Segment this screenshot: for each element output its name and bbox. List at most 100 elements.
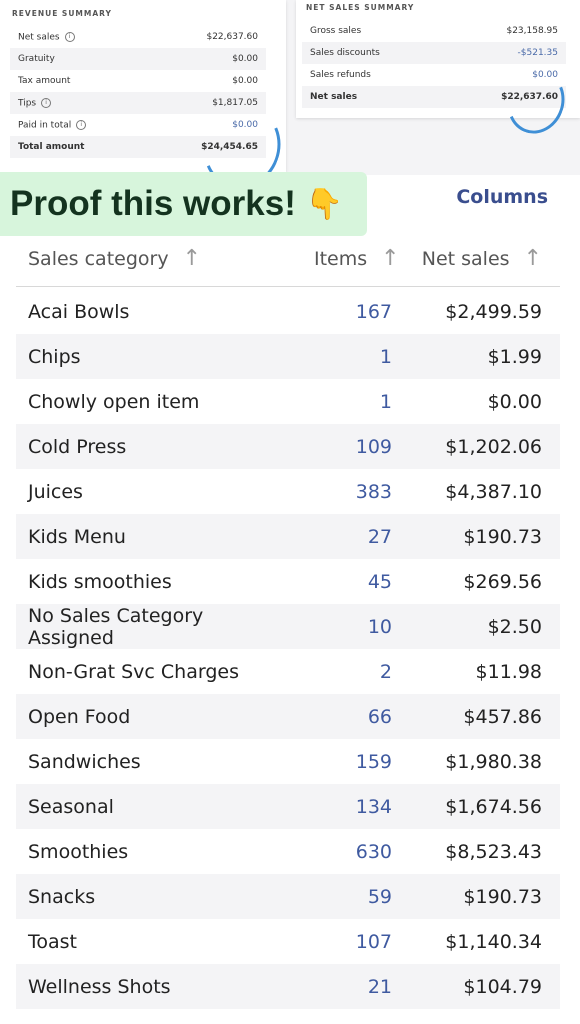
row-value: $0.00 — [232, 54, 258, 64]
row-label: Total amount — [18, 142, 85, 152]
table-row[interactable]: Snacks 59 $190.73 — [16, 874, 560, 919]
cell-items: 383 — [355, 480, 392, 503]
row-label: Gratuity — [18, 54, 55, 64]
header-net-sales[interactable]: Net sales ↑ — [422, 246, 542, 271]
info-icon[interactable]: i — [41, 97, 52, 108]
net-row-net-sales: Net sales $22,637.60 — [302, 86, 566, 108]
cell-net-sales: $269.56 — [463, 570, 542, 593]
table-row[interactable]: No Sales Category Assigned 10 $2.50 — [16, 604, 560, 649]
cell-items: 134 — [355, 795, 392, 818]
cell-items: 1 — [379, 345, 392, 368]
cell-net-sales: $104.79 — [463, 975, 542, 998]
cell-net-sales: $1.99 — [487, 345, 542, 368]
header-items[interactable]: Items ↑ — [314, 246, 400, 271]
revenue-row-tips: Tips i $1,817.05 — [10, 92, 266, 114]
cell-category: Cold Press — [28, 435, 127, 458]
cell-category: Kids Menu — [28, 525, 126, 548]
cell-net-sales: $4,387.10 — [445, 480, 542, 503]
cell-category: Wellness Shots — [28, 975, 171, 998]
revenue-summary-card: REVENUE SUMMARY Net sales i $22,637.60 Gr… — [0, 0, 293, 200]
cell-category: Sandwiches — [28, 750, 141, 773]
row-value: -$521.35 — [517, 48, 558, 58]
net-row-sales-discounts: Sales discounts -$521.35 — [302, 42, 566, 64]
row-label: Sales refunds — [310, 70, 371, 80]
cell-category: Chips — [28, 345, 81, 368]
cell-items: 1 — [379, 390, 392, 413]
info-icon[interactable]: i — [76, 119, 87, 130]
table-row[interactable]: Toast 107 $1,140.34 — [16, 919, 560, 964]
cell-category: Chowly open item — [28, 390, 200, 413]
cell-items: 107 — [355, 930, 392, 953]
revenue-summary-title: REVENUE SUMMARY — [12, 9, 112, 18]
header-label: Net sales — [421, 247, 510, 270]
banner-text: Proof this works! — [10, 184, 296, 223]
table-row[interactable]: Juices 383 $4,387.10 — [16, 469, 560, 514]
cell-category: Acai Bowls — [28, 300, 130, 323]
row-value: $0.00 — [232, 76, 258, 86]
table-row[interactable]: Non-Grat Svc Charges 2 $11.98 — [16, 649, 560, 694]
row-value: $24,454.65 — [201, 142, 258, 152]
cell-category: Snacks — [28, 885, 96, 908]
revenue-row-gratuity: Gratuity $0.00 — [10, 48, 266, 70]
cell-category: Non-Grat Svc Charges — [28, 660, 239, 683]
table-body: Acai Bowls 167 $2,499.59 Chips 1 $1.99 Chowl… — [16, 289, 560, 1009]
cell-category: No Sales Category Assigned — [28, 604, 204, 649]
cell-items: 167 — [355, 300, 392, 323]
cell-net-sales: $1,674.56 — [445, 795, 542, 818]
info-icon[interactable]: i — [64, 31, 75, 42]
sort-arrow-icon[interactable]: ↑ — [381, 246, 400, 271]
cell-category: Smoothies — [28, 840, 129, 863]
cell-items: 45 — [367, 570, 392, 593]
table-row[interactable]: Open Food 66 $457.86 — [16, 694, 560, 739]
table-row[interactable]: Seasonal 134 $1,674.56 — [16, 784, 560, 829]
cell-net-sales: $1,202.06 — [445, 435, 542, 458]
table-row[interactable]: Wellness Shots 21 $104.79 — [16, 964, 560, 1009]
table-row[interactable]: Cold Press 109 $1,202.06 — [16, 424, 560, 469]
revenue-row-paid-in-total: Paid in total i $0.00 — [10, 114, 266, 136]
table-header: Sales category ↑ Items ↑ Net sales ↑ — [16, 238, 560, 287]
sort-arrow-icon[interactable]: ↑ — [182, 246, 202, 271]
cell-net-sales: $2.50 — [487, 615, 542, 638]
row-value: $0.00 — [532, 70, 558, 80]
table-row[interactable]: Kids Menu 27 $190.73 — [16, 514, 560, 559]
header-label: Sales category — [28, 247, 169, 270]
table-row[interactable]: Chips 1 $1.99 — [16, 334, 560, 379]
row-label: Net sales — [18, 32, 60, 43]
sort-arrow-icon[interactable]: ↑ — [523, 246, 542, 271]
cell-category: Seasonal — [28, 795, 114, 818]
cell-net-sales: $190.73 — [463, 885, 542, 908]
row-value: $1,817.05 — [212, 98, 258, 108]
net-row-gross-sales: Gross sales $23,158.95 — [302, 20, 566, 42]
cell-net-sales: $2,499.59 — [445, 300, 542, 323]
cell-category: Kids smoothies — [28, 570, 172, 593]
pointing-down-hand-icon: 👇 — [305, 187, 344, 221]
table-row[interactable]: Chowly open item 1 $0.00 — [16, 379, 560, 424]
row-label: Tax amount — [18, 76, 71, 86]
table-row[interactable]: Kids smoothies 45 $269.56 — [16, 559, 560, 604]
summary-area: REVENUE SUMMARY Net sales i $22,637.60 Gr… — [0, 0, 580, 200]
header-label: Items — [314, 247, 368, 270]
cell-items: 159 — [355, 750, 392, 773]
cell-net-sales: $0.00 — [487, 390, 542, 413]
cell-items: 59 — [367, 885, 392, 908]
net-sales-summary-card: NET SALES SUMMARY Gross sales $23,158.95… — [296, 0, 580, 142]
cell-items: 10 — [367, 615, 392, 638]
row-label: Paid in total — [18, 120, 72, 131]
table-row[interactable]: Smoothies 630 $8,523.43 — [16, 829, 560, 874]
table-row[interactable]: Sandwiches 159 $1,980.38 — [16, 739, 560, 784]
cell-items: 109 — [355, 435, 392, 458]
cell-net-sales: $190.73 — [463, 525, 542, 548]
cell-net-sales: $8,523.43 — [445, 840, 542, 863]
cell-items: 2 — [379, 660, 392, 683]
revenue-row-net-sales: Net sales i $22,637.60 — [10, 26, 266, 48]
columns-button[interactable]: Columns — [456, 186, 548, 208]
table-row[interactable]: Acai Bowls 167 $2,499.59 — [16, 289, 560, 334]
cell-category: Open Food — [28, 705, 131, 728]
cell-items: 66 — [367, 705, 392, 728]
row-label: Net sales — [310, 92, 358, 102]
row-value: $23,158.95 — [506, 26, 558, 36]
net-sales-summary-title: NET SALES SUMMARY — [306, 3, 415, 12]
row-value: $22,637.60 — [206, 32, 258, 42]
header-sales-category[interactable]: Sales category ↑ — [28, 246, 201, 271]
net-row-sales-refunds: Sales refunds $0.00 — [302, 64, 566, 86]
